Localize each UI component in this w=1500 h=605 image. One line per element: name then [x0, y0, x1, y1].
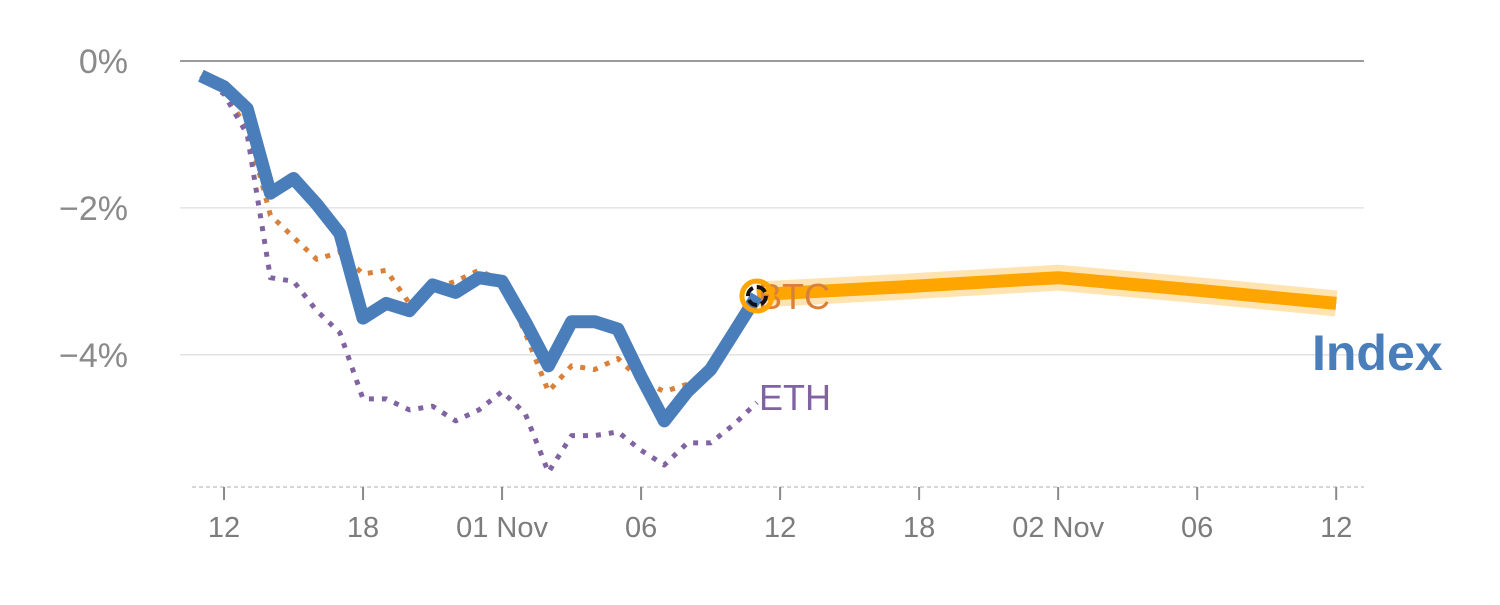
x-tick-label: 18: [903, 512, 935, 544]
btc-series-line: [199, 73, 760, 394]
x-tick-label: 06: [625, 512, 657, 544]
eth-series-label: ETH: [759, 377, 831, 418]
x-tick-label: 02 Nov: [1012, 512, 1104, 544]
x-tick-label: 12: [1320, 512, 1352, 544]
label-layer: 0% −2% −4% 12 18 01 Nov 06 12 18 02 Nov 06 12 BTC ETH…: [59, 43, 1443, 544]
current-value-marker-dot: [745, 285, 768, 308]
x-tick-label: 12: [208, 512, 240, 544]
y-tick-label: 0%: [79, 43, 128, 81]
series-layer: [198, 69, 1338, 475]
x-tick-label: 01 Nov: [456, 512, 548, 544]
axis-layer: [192, 486, 1364, 500]
forecast-line: [756, 271, 1337, 310]
eth-series-line: [199, 73, 759, 475]
x-tick-label: 18: [347, 512, 379, 544]
grid-layer: [180, 60, 1364, 356]
btc-series-label: BTC: [758, 276, 830, 317]
x-tick-label: 12: [764, 512, 796, 544]
y-tick-label: −2%: [59, 190, 128, 228]
index-series-line: [198, 69, 763, 428]
current-value-marker-ring: [739, 278, 775, 314]
index-series-label: Index: [1312, 325, 1443, 381]
y-tick-label: −4%: [59, 337, 128, 375]
x-tick-label: 06: [1181, 512, 1213, 544]
